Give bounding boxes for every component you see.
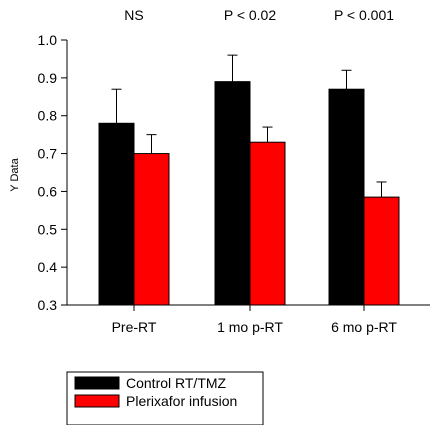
y-tick-label: 0.4	[38, 259, 58, 275]
y-tick-label: 0.8	[38, 108, 58, 124]
significance-label: P < 0.001	[334, 7, 394, 23]
x-tick-label: 1 mo p-RT	[217, 319, 283, 335]
legend: Control RT/TMZ Plerixafor infusion	[66, 371, 264, 425]
x-axis: Pre-RT 1 mo p-RT 6 mo p-RT	[67, 304, 430, 335]
y-axis-label: Y Data	[9, 157, 21, 191]
bar	[214, 81, 251, 306]
legend-swatch	[74, 394, 120, 408]
legend-swatch	[74, 376, 120, 390]
y-tick-label: 1.0	[38, 32, 58, 48]
y-tick-label: 0.3	[38, 297, 58, 313]
bar	[363, 196, 400, 306]
legend-label: Control RT/TMZ	[126, 375, 227, 391]
y-tick-label: 0.7	[38, 146, 58, 162]
x-tick-label: 6 mo p-RT	[331, 319, 397, 335]
bar	[249, 141, 286, 306]
bar	[98, 122, 135, 306]
bar	[328, 88, 365, 306]
legend-label: Plerixafor infusion	[126, 393, 237, 409]
y-tick-label: 0.9	[38, 70, 58, 86]
y-tick-label: 0.5	[38, 221, 58, 237]
y-tick-label: 0.6	[38, 183, 58, 199]
significance-label: P < 0.02	[224, 7, 277, 23]
bars-group	[98, 54, 400, 306]
x-tick-label: Pre-RT	[112, 319, 157, 335]
significance-annotations: NS P < 0.02 P < 0.001	[124, 7, 394, 23]
significance-label: NS	[124, 7, 143, 23]
y-axis: 0.3 0.4 0.5 0.6 0.7 0.8 0.9 1.0	[38, 32, 68, 313]
bar	[133, 153, 170, 306]
